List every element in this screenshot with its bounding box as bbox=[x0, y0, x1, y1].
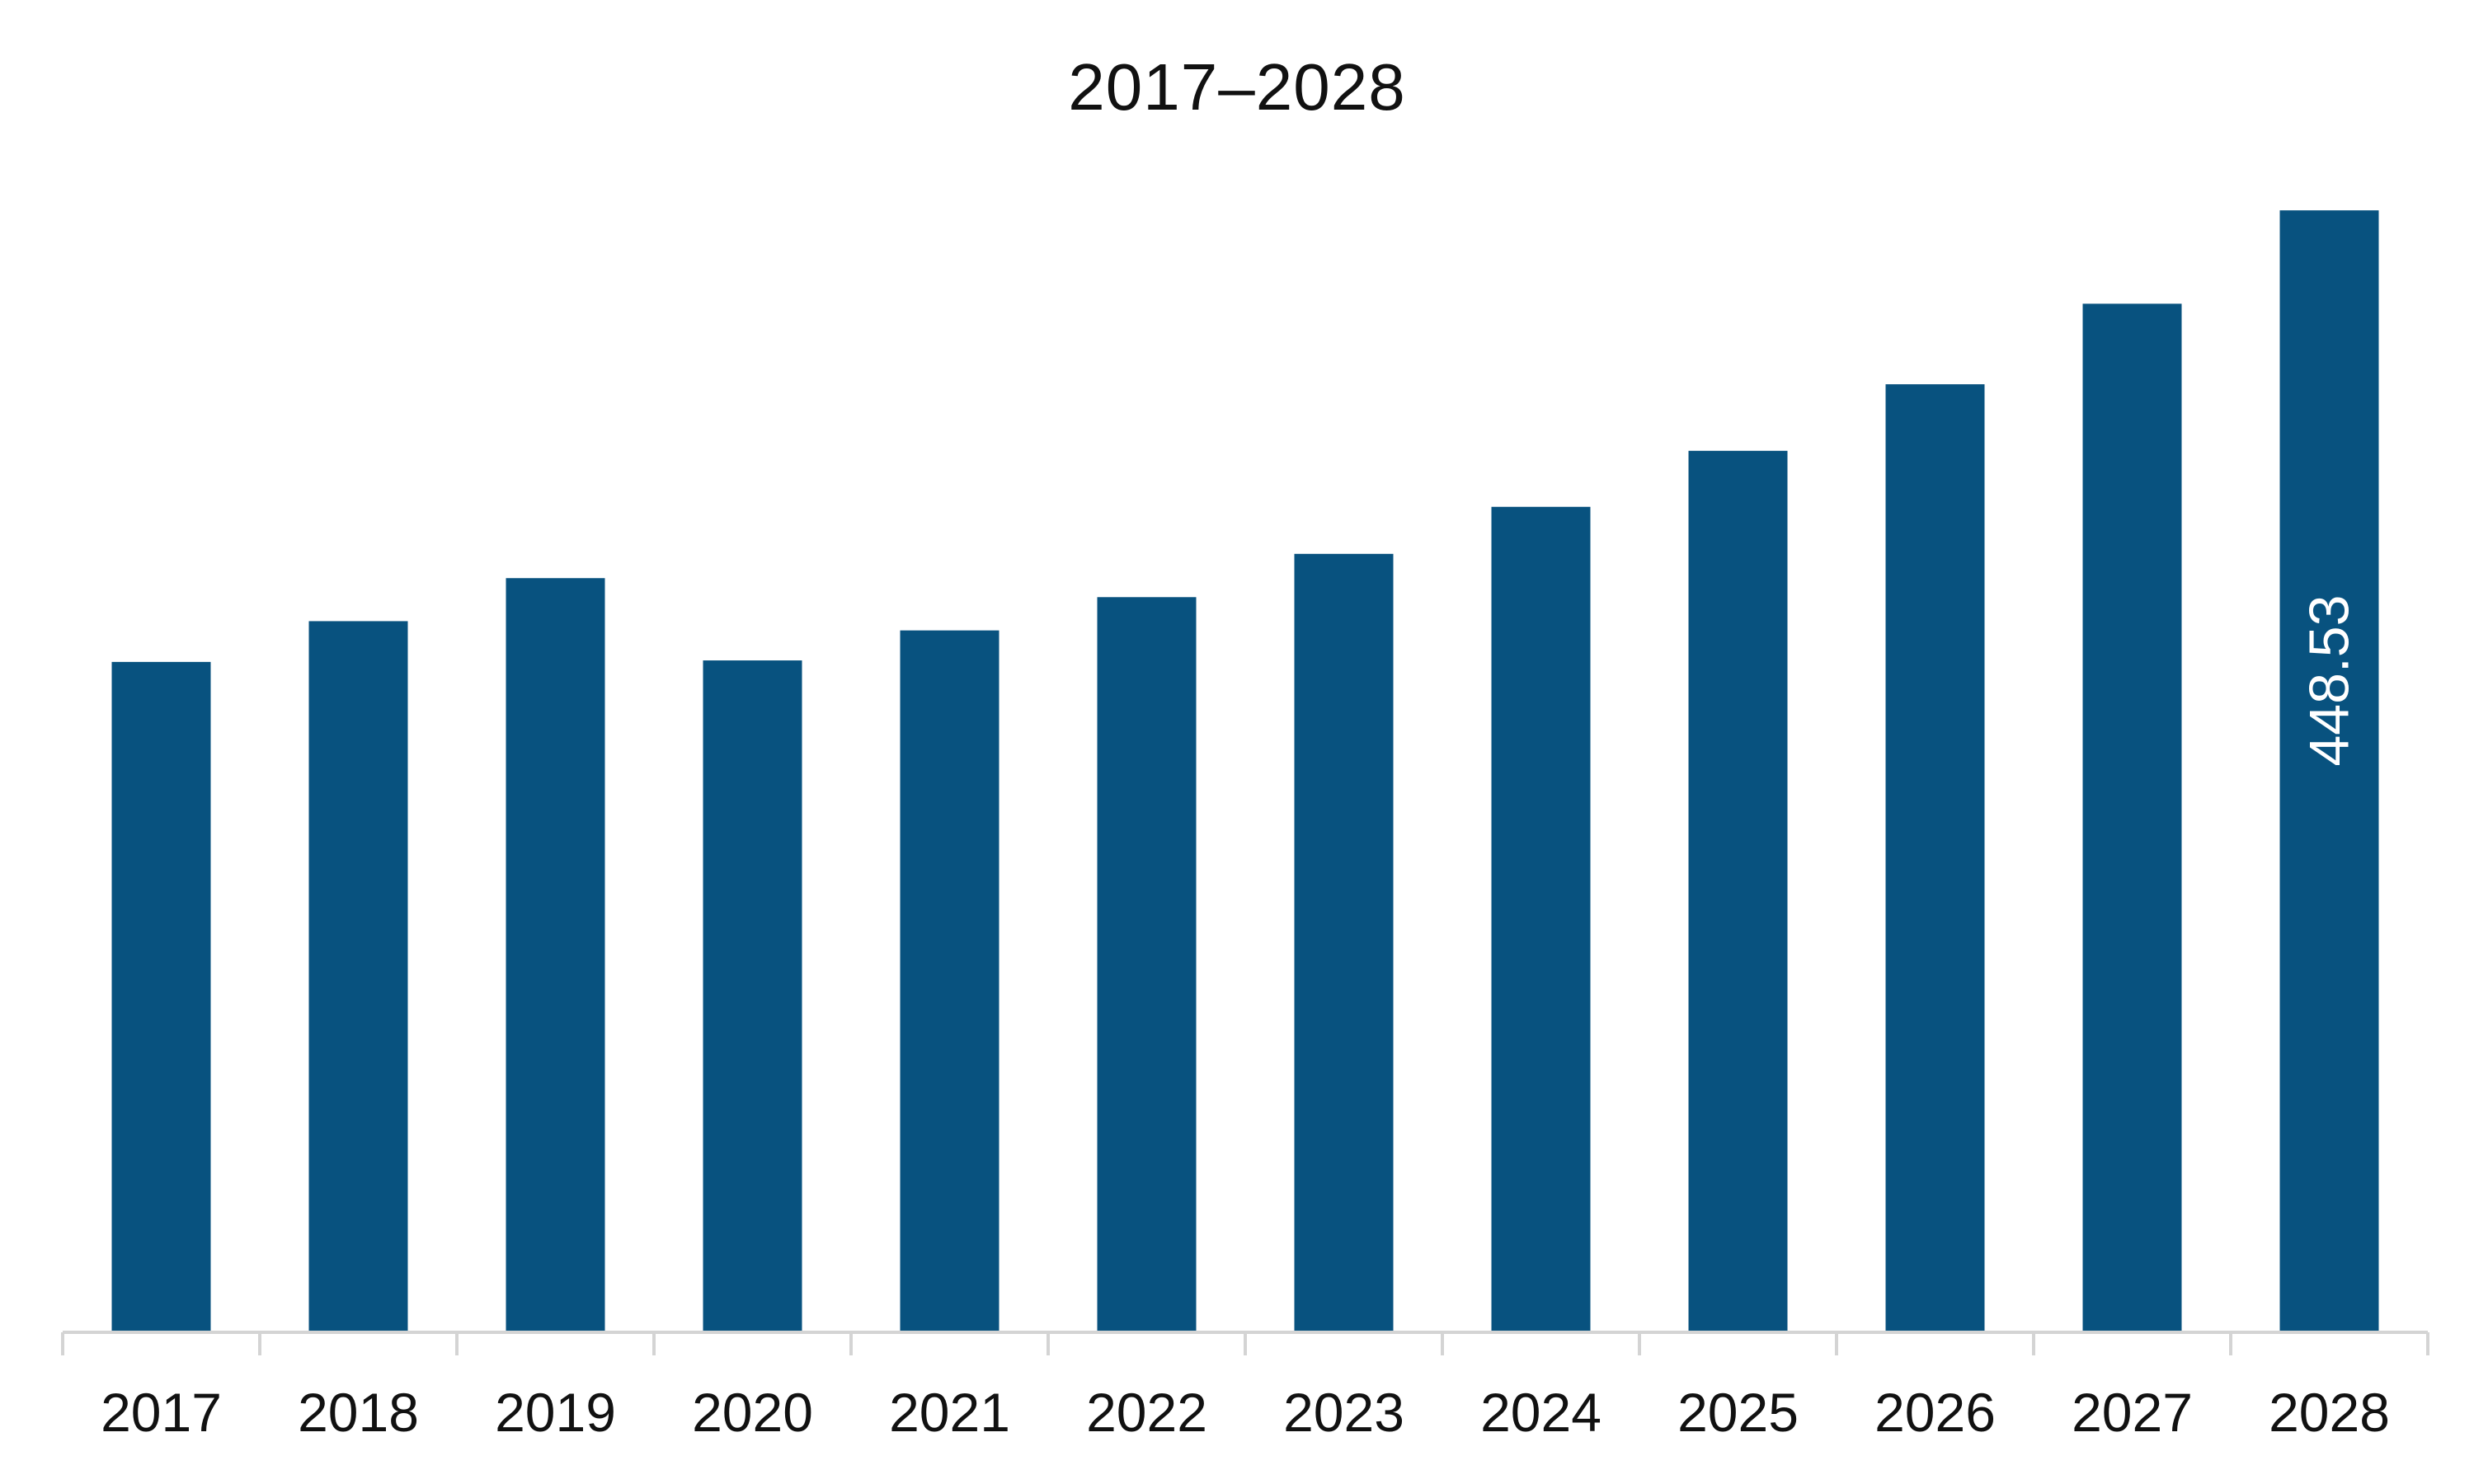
bars-layer bbox=[111, 210, 2379, 1333]
data-label-2028: 448.53 bbox=[2298, 595, 2361, 767]
bar-2020 bbox=[703, 660, 802, 1332]
x-tick-label-2023: 2023 bbox=[1283, 1382, 1404, 1443]
x-tick-label-2027: 2027 bbox=[2072, 1382, 2193, 1443]
bar-2022 bbox=[1097, 597, 1197, 1332]
bar-2023 bbox=[1294, 553, 1394, 1332]
x-axis: 2017 2018 2019 2020 2021 2022 2023 2024 2025 2026… bbox=[61, 1331, 2429, 1443]
bar-2017 bbox=[111, 661, 211, 1332]
x-tick-label-2028: 2028 bbox=[2269, 1382, 2390, 1443]
bar-2026 bbox=[1885, 384, 1985, 1332]
x-tick-label-2022: 2022 bbox=[1086, 1382, 1207, 1443]
bar-2028 bbox=[2279, 210, 2379, 1333]
x-tick-label-2020: 2020 bbox=[692, 1382, 813, 1443]
x-tick-label-2024: 2024 bbox=[1480, 1382, 1602, 1443]
value-labels-layer: 448.53 bbox=[2298, 595, 2361, 767]
bar-2019 bbox=[506, 578, 605, 1332]
x-tick-label-2026: 2026 bbox=[1874, 1382, 1996, 1443]
chart-title: 2017–2028 bbox=[1068, 50, 1406, 124]
x-tick-label-2017: 2017 bbox=[101, 1382, 222, 1443]
bar-2025 bbox=[1688, 450, 1788, 1332]
x-tick-label-2021: 2021 bbox=[889, 1382, 1010, 1443]
x-tick-label-2025: 2025 bbox=[1677, 1382, 1799, 1443]
x-tick-label-2018: 2018 bbox=[298, 1382, 419, 1443]
x-tick-label-2019: 2019 bbox=[495, 1382, 616, 1443]
bar-2021 bbox=[900, 630, 999, 1332]
bar-2018 bbox=[308, 621, 408, 1332]
bar-2027 bbox=[2082, 303, 2182, 1332]
bar-2024 bbox=[1491, 506, 1591, 1332]
